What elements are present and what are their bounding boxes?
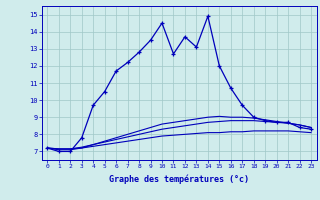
X-axis label: Graphe des températures (°c): Graphe des températures (°c) bbox=[109, 175, 249, 184]
